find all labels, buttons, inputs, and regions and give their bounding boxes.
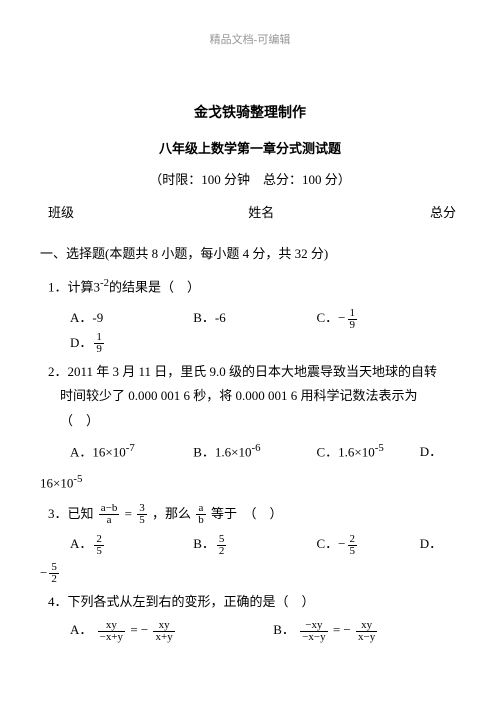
q2-line1: 2．2011 年 3 月 11 日，里氏 9.0 级的日本大地震导致当天地球的自…: [48, 360, 460, 385]
opt-label: D．: [420, 444, 442, 459]
name-label: 姓名: [191, 201, 331, 226]
section-1-heading: 一、选择题(本题共 8 小题，每小题 4 分，共 32 分): [40, 242, 460, 267]
info-row: 班级 姓名 总分: [40, 201, 460, 226]
q2-d-val: 16×10: [40, 475, 73, 490]
opt-label: A．: [70, 536, 92, 551]
q1-opt-c-pre: C．: [317, 310, 339, 325]
q3-opt-a: A．25: [70, 532, 190, 557]
q3-opt-d-cont: −52: [40, 561, 460, 586]
frac-den: 5: [137, 515, 147, 526]
question-4: 4．下列各式从左到右的变形，正确的是（ ）: [48, 590, 460, 615]
q1-stem-a: 1．计算: [48, 280, 94, 295]
org-title: 金戈铁骑整理制作: [40, 101, 460, 128]
question-3: 3．已知 a−ba = 35 ，那么 ab 等于 （ ）: [48, 500, 460, 529]
opt-label: D．: [420, 536, 442, 551]
opt-exp: -7: [126, 442, 135, 454]
frac-den: x−y: [356, 632, 377, 643]
q2-opt-d: D．: [420, 440, 440, 465]
frac-num: 2: [348, 534, 358, 546]
class-label: 班级: [40, 201, 188, 226]
opt-label: C．: [317, 444, 339, 459]
q1-opt-d-pre: D．: [70, 335, 92, 350]
frac-den: 2: [217, 546, 227, 557]
exam-limits: （时限：100 分钟 总分：100 分）: [40, 168, 460, 193]
q4-options: A． xy−x+y = − xyx+y B． −xy−x−y = − xyx−y: [70, 618, 460, 643]
opt-label: A．: [70, 622, 92, 637]
frac-num: −xy: [300, 620, 327, 632]
q1-opt-a: A．-9: [70, 306, 190, 331]
q2-opt-c: C．1.6×10-5: [317, 438, 417, 465]
q3-opt-d: D．: [420, 532, 440, 557]
q1-opt-d: D．19: [70, 331, 130, 356]
q1-opt-c: C．−19: [317, 306, 417, 331]
q2-opt-a: A．16×10-7: [70, 438, 190, 465]
q1-exp: -2: [100, 277, 109, 289]
q3-stem-c: 等于 （ ）: [211, 506, 283, 521]
q2-line2: 时间较少了 0.000 001 6 秒，将 0.000 001 6 用科学记数法…: [48, 384, 460, 409]
frac-den: 9: [94, 344, 104, 355]
opt-val: 16×10: [92, 444, 125, 459]
opt-val: 1.6×10: [215, 444, 252, 459]
frac-num: xy: [356, 620, 377, 632]
q4-opt-a: A． xy−x+y = − xyx+y: [70, 618, 270, 643]
q2-options: A．16×10-7 B．1.6×10-6 C．1.6×10-5 D．: [70, 438, 460, 465]
q3-opt-b: B．52: [193, 532, 313, 557]
opt-val: 1.6×10: [338, 444, 375, 459]
frac-num: 5: [217, 534, 227, 546]
q4-opt-b: B． −xy−x−y = − xyx−y: [273, 618, 379, 643]
opt-exp: -6: [252, 442, 261, 454]
question-1: 1．计算3-2的结果是（ ）: [48, 272, 460, 302]
exam-title: 八年级上数学第一章分式测试题: [40, 137, 460, 162]
q3-opt-c: C．−25: [317, 532, 417, 557]
q2-opt-b: B．1.6×10-6: [193, 438, 313, 465]
watermark-text: 精品文档-可编辑: [40, 30, 460, 51]
opt-label: B．: [193, 536, 215, 551]
frac-den: a: [99, 515, 120, 526]
q2-line3: （ ）: [48, 409, 460, 434]
frac-den: 2: [49, 574, 59, 585]
frac-den: 5: [94, 546, 104, 557]
q1-opt-b: B．-6: [193, 306, 313, 331]
opt-label: B．: [193, 444, 215, 459]
frac-den: b: [196, 515, 206, 526]
frac-den: −x+y: [98, 632, 125, 643]
q3-options: A．25 B．52 C．−25 D．: [70, 532, 460, 557]
frac-den: x+y: [153, 632, 174, 643]
frac-num: 1: [348, 308, 358, 320]
q3-stem-a: 3．已知: [48, 506, 94, 521]
question-2: 2．2011 年 3 月 11 日，里氏 9.0 级的日本大地震导致当天地球的自…: [48, 360, 460, 434]
opt-label: B．: [273, 622, 295, 637]
score-label: 总分: [430, 201, 460, 226]
frac-den: 9: [348, 320, 358, 331]
q1-stem-b: 的结果是（ ）: [109, 280, 200, 295]
q1-options: A．-9 B．-6 C．−19 D．19: [70, 306, 460, 355]
opt-exp: -5: [375, 442, 384, 454]
frac-num: xy: [98, 620, 125, 632]
frac-num: xy: [153, 620, 174, 632]
opt-label: A．: [70, 444, 92, 459]
q3-stem-b: ，那么: [152, 506, 191, 521]
q2-d-exp: -5: [73, 473, 82, 485]
frac-den: 5: [348, 546, 358, 557]
frac-num: 2: [94, 534, 104, 546]
q2-opt-d-cont: 16×10-5: [40, 469, 460, 496]
frac-den: −x−y: [300, 632, 327, 643]
opt-label: C．: [317, 536, 339, 551]
